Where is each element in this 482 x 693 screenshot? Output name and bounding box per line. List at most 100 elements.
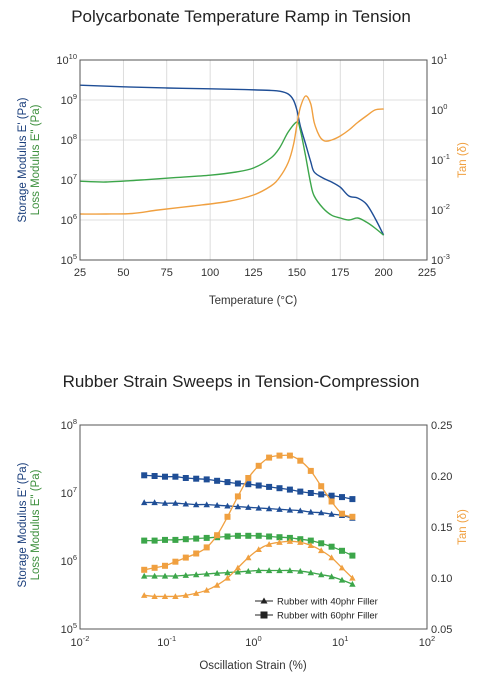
data-point-triangle (297, 507, 304, 514)
data-point-triangle (141, 572, 148, 579)
y-tick-label: 107 (61, 485, 77, 500)
x-tick-label: 50 (117, 267, 129, 279)
y2-tick-label: 0.20 (431, 471, 452, 483)
data-point-triangle (213, 581, 221, 588)
data-point-square (193, 535, 200, 542)
chart1-x-ticks: 25 50 75 100 125 150 175 200 225 (74, 267, 436, 279)
x-tick-label: 125 (244, 267, 262, 279)
data-point-square (141, 566, 148, 573)
chart2-title: Rubber Strain Sweeps in Tension-Compress… (63, 372, 420, 391)
data-point-triangle (203, 587, 210, 593)
y2-tick-label: 0.15 (431, 522, 452, 534)
data-point-triangle (318, 547, 325, 554)
data-point-triangle (182, 572, 189, 578)
y-tick-label: 105 (61, 621, 77, 636)
data-point-square (234, 532, 241, 539)
x-tick-label: 100 (201, 267, 219, 279)
data-point-square (162, 473, 168, 480)
chart1-grid (80, 60, 427, 260)
data-point-square (141, 537, 148, 544)
data-point-triangle (255, 504, 262, 511)
chart1-title: Polycarbonate Temperature Ramp in Tensio… (71, 7, 411, 26)
data-point-square (245, 532, 252, 539)
data-point-triangle (307, 542, 314, 548)
chart1-y-axis-label-storage: Storage Modulus E' (Pa) (17, 97, 29, 222)
data-point-triangle (318, 571, 325, 578)
data-point-square (297, 488, 304, 495)
data-point-square (193, 550, 200, 557)
x-tick-label: 10-2 (71, 634, 90, 649)
data-point-triangle (338, 576, 346, 583)
y-tick-label-exponent: 5 (73, 621, 77, 630)
y2-tick-label-exponent: 1 (443, 52, 447, 61)
y-tick-label-exponent: 6 (73, 553, 77, 562)
data-point-square (286, 452, 293, 459)
y-tick-label-exponent: 7 (73, 172, 77, 181)
chart2-y2-axis-label: Tan (δ) (457, 509, 469, 545)
data-point-triangle (265, 567, 273, 574)
data-point-square (349, 552, 356, 559)
data-point-triangle (161, 500, 169, 506)
chart2-y-axis-label-loss: Loss Modulus E" (Pa) (30, 469, 42, 580)
data-point-triangle (255, 546, 262, 552)
data-point-square (276, 452, 283, 459)
data-point-triangle (213, 502, 221, 508)
data-point-square (203, 534, 210, 541)
data-point-square (245, 481, 252, 488)
data-point-square (214, 532, 221, 539)
y2-tick-label: 100 (431, 102, 447, 117)
data-point-triangle (234, 564, 242, 571)
chart1-y2-axis-label: Tan (δ) (457, 142, 469, 178)
data-point-square (339, 510, 345, 517)
data-point-square (266, 533, 273, 540)
x-tick-label: 10-1 (157, 634, 176, 649)
chart2-series-tan-square (141, 452, 356, 573)
data-point-triangle (182, 592, 189, 598)
chart1-storage-modulus-line (79, 84, 385, 236)
data-point-square (203, 544, 210, 551)
x-tick-label: 200 (374, 267, 392, 279)
data-point-square (307, 467, 314, 474)
data-point-square (182, 554, 189, 561)
data-point-triangle (193, 501, 200, 508)
y-tick-label-base: 10 (61, 488, 73, 500)
data-point-square (203, 476, 210, 483)
data-point-square (255, 532, 262, 539)
data-point-triangle (349, 580, 356, 587)
y-tick-label-exponent: 8 (73, 417, 77, 426)
x-tick-label: 225 (418, 267, 436, 279)
data-point-square (318, 540, 325, 547)
data-point-square (182, 536, 189, 543)
data-point-square (224, 513, 231, 520)
data-point-square (255, 462, 262, 469)
data-point-square (151, 564, 158, 571)
data-point-square (339, 494, 345, 501)
y-tick-label-base: 10 (61, 556, 73, 568)
y-tick-label-exponent: 5 (73, 252, 77, 261)
data-point-triangle (193, 590, 200, 596)
data-point-square (297, 457, 304, 464)
data-point-triangle (276, 539, 283, 545)
data-point-triangle (141, 592, 148, 598)
chart2-x-ticks: 10-2 10-1 100 101 102 (71, 634, 436, 649)
y2-tick-label-base: 10 (431, 255, 443, 267)
data-point-triangle (318, 509, 325, 516)
data-point-square (328, 498, 335, 505)
y-tick-label-base: 10 (61, 175, 73, 187)
data-point-triangle (172, 500, 179, 506)
y-tick-label-base: 10 (61, 624, 73, 636)
y2-tick-label-exponent: -1 (443, 152, 450, 161)
chart1-tan-delta-line (79, 95, 384, 215)
y2-tick-label-exponent: -2 (443, 202, 450, 211)
chart1-y-axis-label-loss: Loss Modulus E" (Pa) (30, 104, 42, 215)
chart2-y2-ticks: 0.05 0.10 0.15 0.20 0.25 (431, 420, 452, 636)
data-point-square (266, 454, 273, 461)
chart2-y-axis-label-storage: Storage Modulus E' (Pa) (17, 462, 29, 587)
y-tick-label-base: 10 (61, 135, 73, 147)
y2-tick-label: 0.05 (431, 624, 452, 636)
x-tick-label-exponent: 2 (431, 634, 435, 643)
y2-tick-label-exponent: 0 (443, 102, 447, 111)
data-point-triangle (234, 568, 242, 575)
